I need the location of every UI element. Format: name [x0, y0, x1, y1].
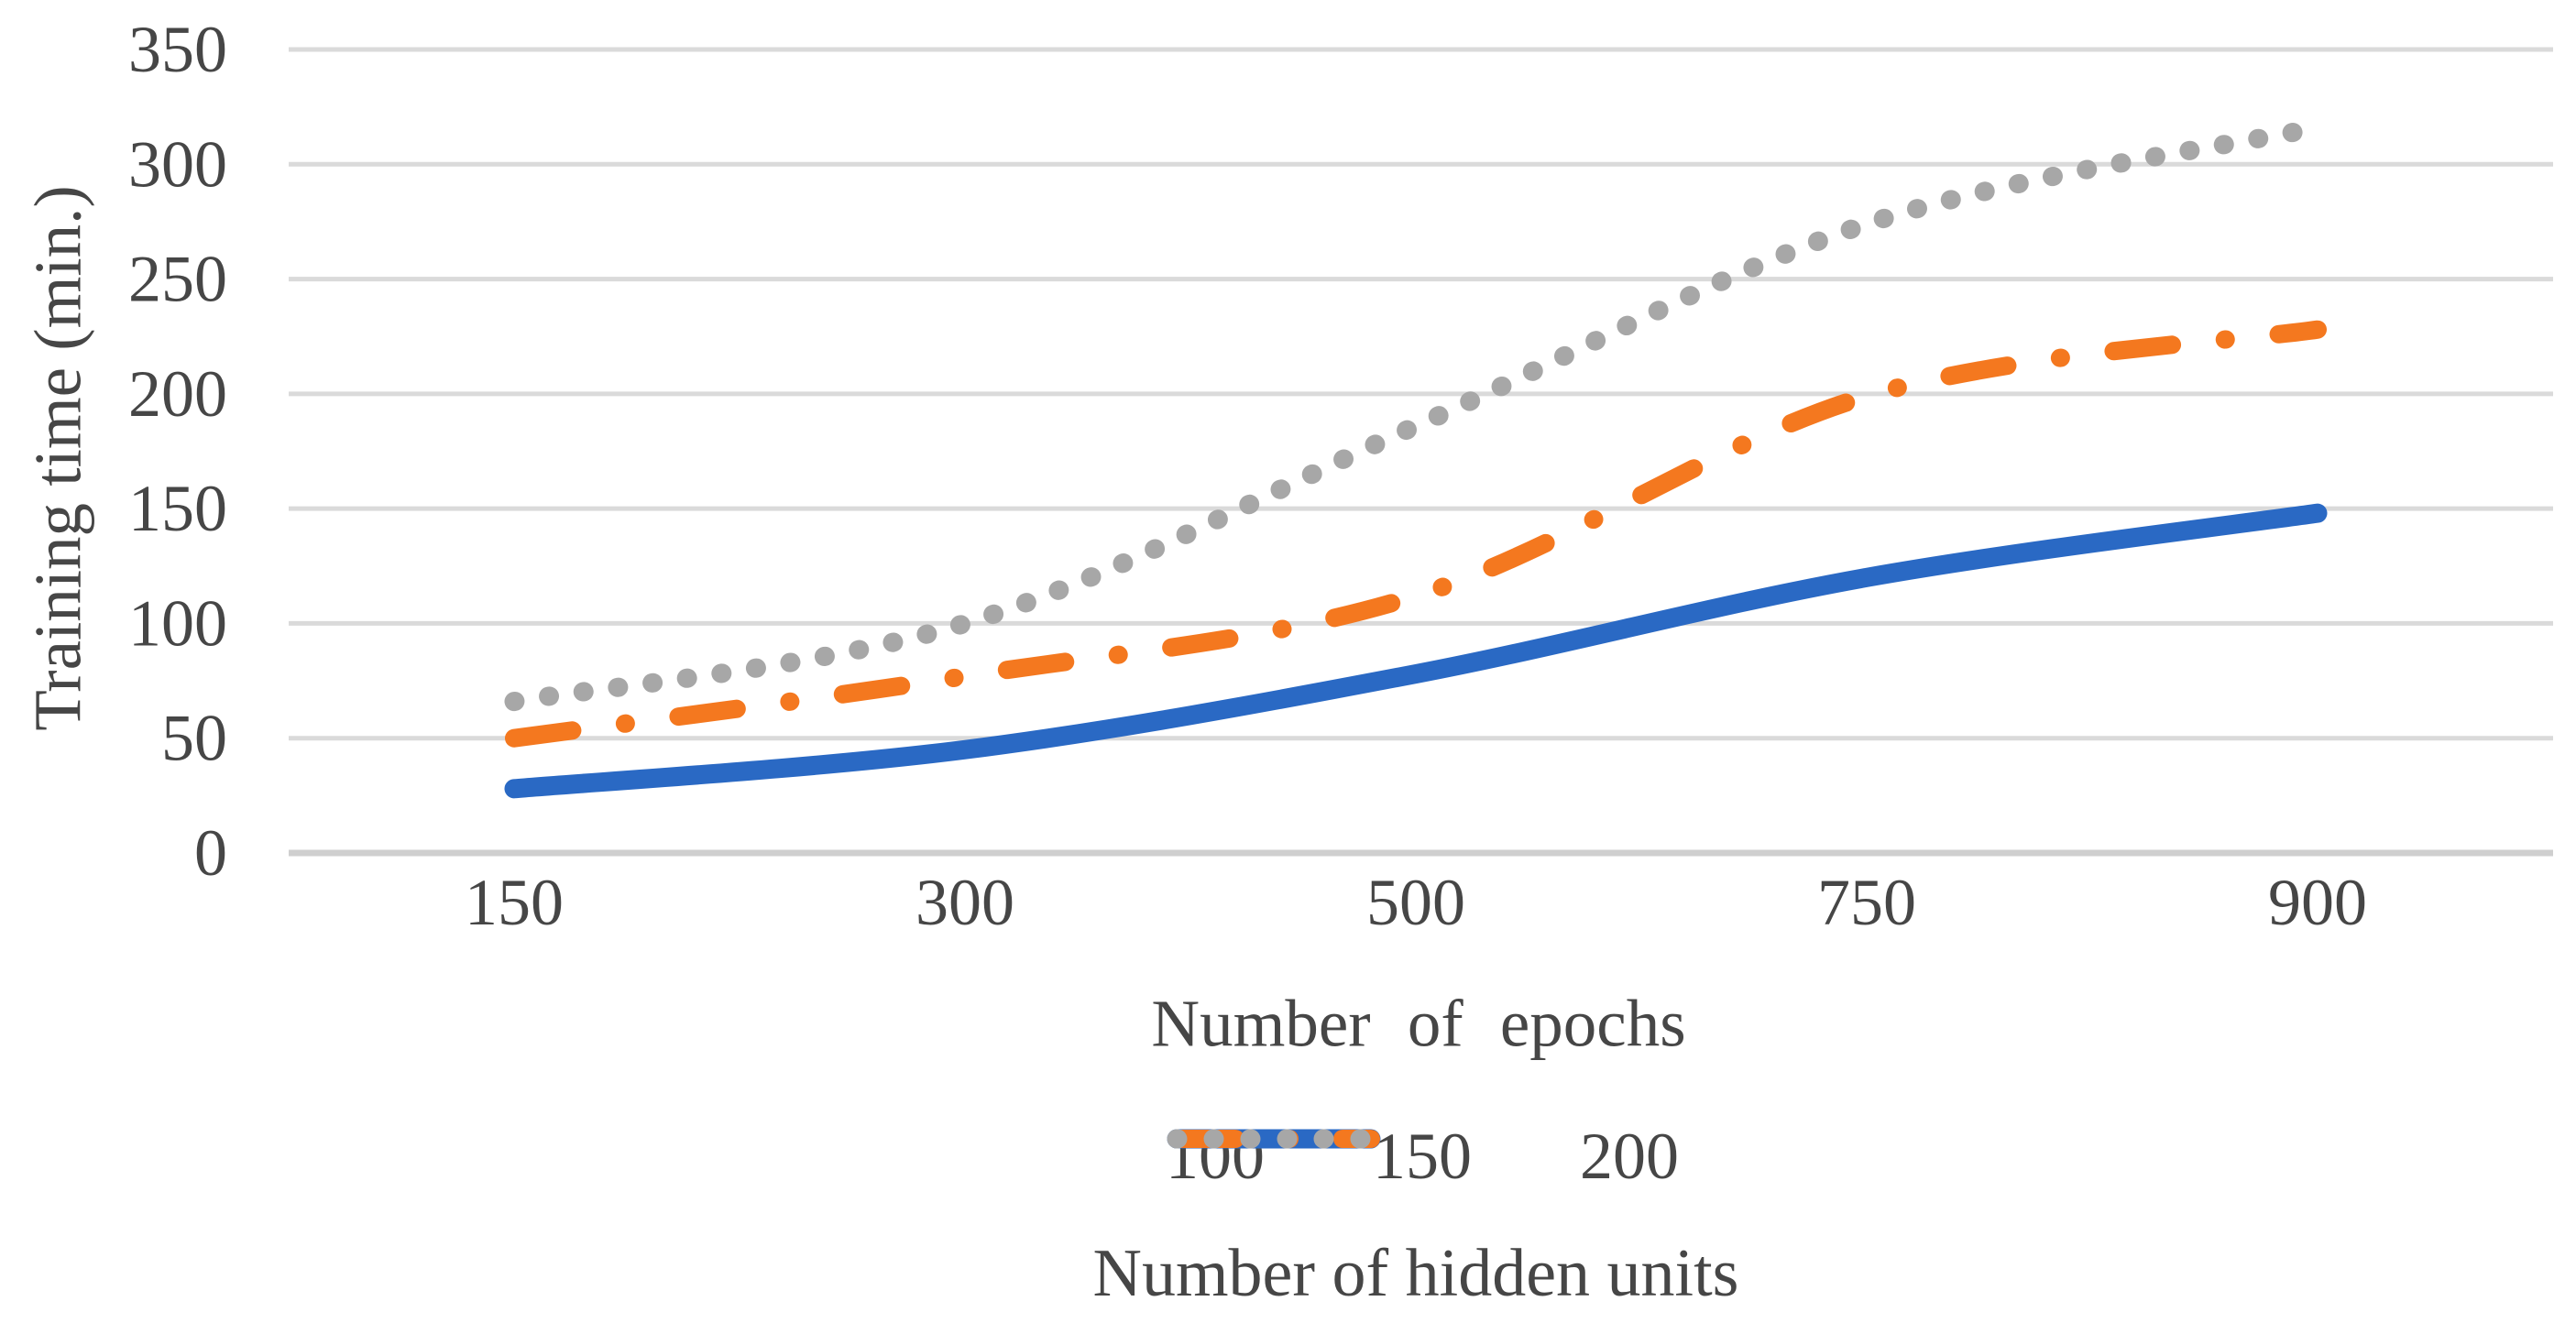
- x-tick-label: 150: [465, 866, 564, 939]
- y-tick-label: 50: [161, 702, 227, 775]
- x-tick-label: 750: [1817, 866, 1916, 939]
- legend-title: Number of hidden units: [1092, 1236, 1739, 1311]
- legend-item-200: 200: [1167, 1120, 1679, 1193]
- legend-label-200: 200: [1580, 1120, 1679, 1193]
- legend: 100 150 200: [1166, 1123, 1679, 1189]
- x-tick-label: 900: [2268, 866, 2367, 939]
- series-line-200: [504, 117, 2328, 712]
- legend-label-150: 150: [1373, 1120, 1472, 1193]
- y-tick-label: 250: [128, 243, 227, 316]
- legend-marker-dotted-icon: [1167, 1129, 1381, 1149]
- y-axis-title: Training time (min.): [20, 185, 95, 731]
- x-tick-label: 300: [915, 866, 1014, 939]
- y-tick-label: 300: [128, 127, 227, 201]
- x-tick-label: 500: [1366, 866, 1465, 939]
- y-tick-label: 200: [128, 357, 227, 431]
- y-tick-label: 350: [128, 13, 227, 86]
- series-line-100: [504, 503, 2328, 799]
- y-tick-label: 0: [194, 816, 227, 890]
- y-tick-label: 100: [128, 586, 227, 660]
- x-axis-title: Number of epochs: [1151, 986, 1686, 1061]
- legend-item-150: 150: [1167, 1120, 1472, 1193]
- y-tick-label: 150: [128, 472, 227, 545]
